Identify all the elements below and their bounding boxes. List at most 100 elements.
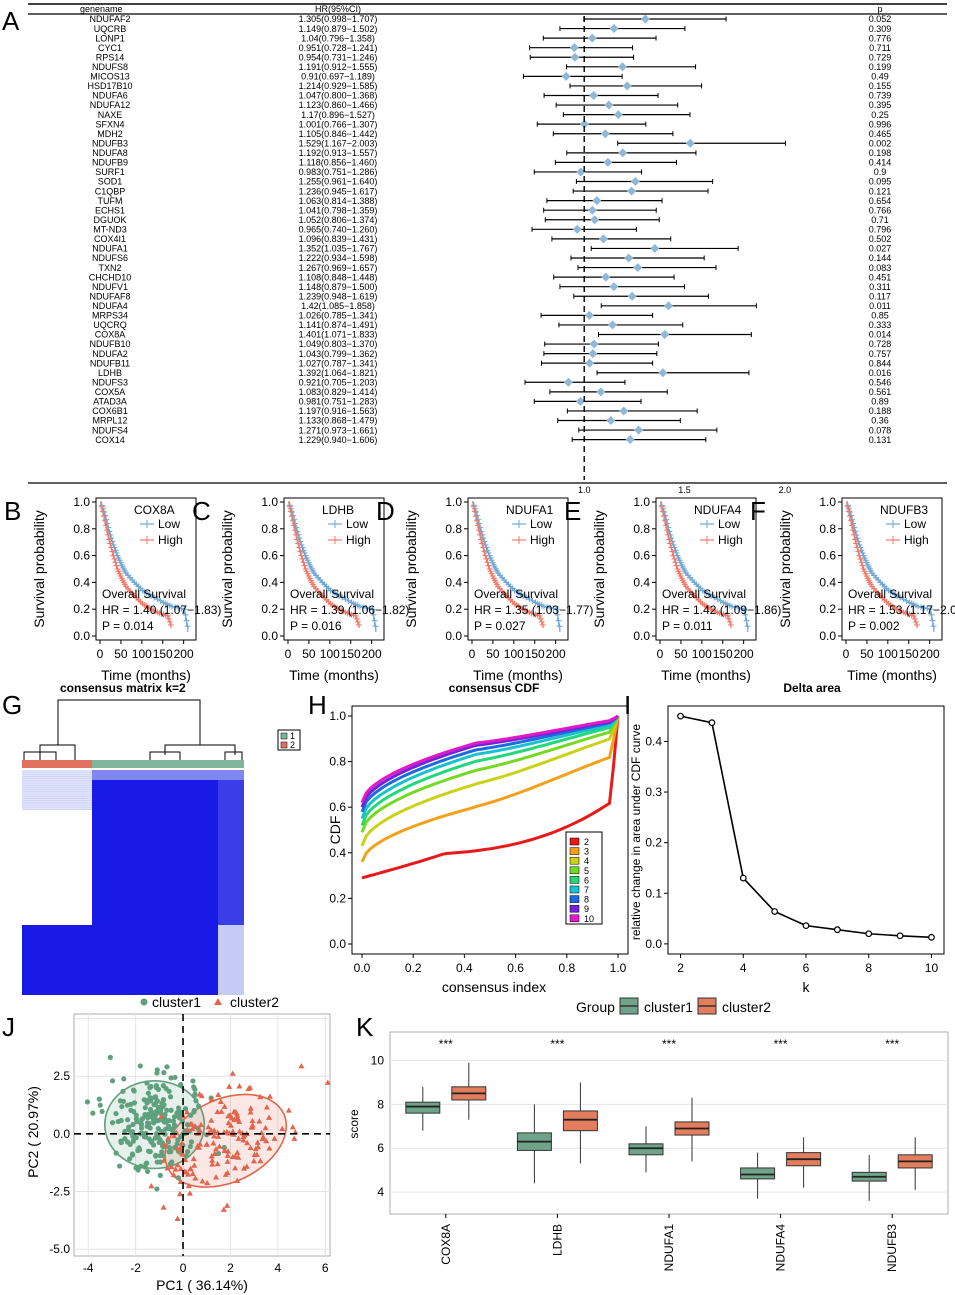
forest-hr-label: 1.063(0.814−1.388): [299, 196, 378, 206]
pca-point-cluster2: [227, 1122, 234, 1128]
delta-point: [739, 874, 747, 882]
survival-censor-high: [167, 621, 174, 628]
cdf-series-8: [360, 714, 619, 813]
pca-point-cluster1: [139, 1116, 145, 1123]
survival-censor-high: [912, 618, 919, 625]
forest-p-label: 0.796: [869, 225, 892, 235]
survival-censor-high: [850, 527, 857, 534]
pca-point-cluster1: [107, 1054, 113, 1060]
pca-point-cluster2: [208, 1127, 215, 1133]
forest-x-axis: 1.0 1.5 2.0: [578, 16, 791, 495]
pca-point-cluster2: [266, 1114, 273, 1120]
survival-censor-high: [290, 517, 297, 524]
survival-censor-low: [930, 623, 937, 630]
survival-hr-text: HR = 1.53 (1.17−2.00): [848, 603, 955, 617]
forest-hr-label: 1.229(0.940−1.606): [299, 435, 378, 445]
delta-y-tick-label: 0.1: [645, 886, 662, 900]
pca-point-cluster2: [187, 1165, 194, 1172]
survival-gene-title: COX8A: [134, 503, 175, 517]
pca-point-cluster2: [298, 1063, 305, 1069]
box-significance: ***: [885, 1037, 899, 1051]
pca-point-cluster2: [213, 1145, 220, 1152]
delta-x-tick-label: 4: [740, 961, 747, 975]
forest-p-label: 0.199: [869, 62, 892, 72]
panel-label-j: J: [2, 1012, 15, 1042]
survival-x-tick-label: 0: [843, 647, 850, 661]
forest-hr-label: 1.352(1.035−1.767): [299, 244, 378, 254]
pca-point-cluster2: [289, 1124, 296, 1130]
pca-point-cluster1: [131, 1088, 137, 1094]
legend-label-1: 1: [290, 731, 295, 741]
survival-censor-low: [663, 516, 670, 523]
survival-censor-low: [673, 549, 680, 556]
pca-point-cluster1: [153, 1153, 159, 1159]
forest-x-tick: 1.5: [678, 485, 691, 495]
survival-censor-high: [108, 544, 115, 551]
forest-p-label: 0.027: [869, 244, 892, 254]
cdf-legend-label: 2: [584, 837, 589, 847]
survival-x-label: Time (months): [847, 667, 937, 683]
survival-y-tick-label: 0.4: [633, 575, 650, 589]
forest-hr-point: [606, 416, 616, 426]
survival-censor-high: [844, 503, 851, 510]
pca-point-cluster2: [217, 1098, 224, 1104]
forest-hr-point: [685, 138, 695, 148]
forest-hr-label: 1.04(0.796−1.358): [301, 33, 375, 43]
survival-censor-high: [100, 513, 107, 520]
forest-gene-label: MT-ND3: [93, 225, 127, 235]
pca-point-cluster2: [233, 1116, 240, 1122]
pca-point-cluster1: [137, 1063, 143, 1069]
forest-p-label: 0.395: [869, 100, 892, 110]
forest-hr-label: 1.049(0.803−1.370): [299, 339, 378, 349]
forest-gene-label: TUFM: [98, 196, 123, 206]
forest-hr-label: 1.239(0.948−1.619): [299, 291, 378, 301]
forest-hr-point: [613, 110, 623, 120]
forest-hr-label: 1.305(0.998−1.707): [299, 14, 378, 24]
dendrogram: [23, 699, 243, 762]
forest-p-label: 0.016: [869, 368, 892, 378]
survival-censor-high: [478, 536, 485, 543]
pca-point-cluster2: [232, 1164, 239, 1171]
survival-censor-low: [547, 604, 554, 611]
cdf-legend-label: 8: [584, 895, 589, 905]
cdf-legend-label: 4: [584, 856, 589, 866]
delta-point: [865, 930, 873, 938]
forest-hr-point: [609, 24, 619, 34]
pca-point-cluster2: [174, 1161, 181, 1168]
forest-hr-point: [630, 177, 640, 187]
pca-point-cluster2: [240, 1165, 247, 1171]
forest-hr-point: [622, 81, 632, 91]
survival-censor-high: [301, 562, 308, 569]
forest-gene-label: MRPS34: [92, 311, 128, 321]
box-significance: ***: [550, 1037, 564, 1051]
pca-point-cluster2: [259, 1135, 266, 1142]
cdf-y-label: CDF: [327, 816, 343, 845]
survival-x-tick-label: 0: [657, 647, 664, 661]
pca-point-cluster1: [187, 1143, 193, 1150]
cdf-series-3: [360, 715, 620, 863]
delta-line: [680, 715, 932, 939]
survival-censor-high: [669, 548, 676, 555]
pca-point-cluster2: [224, 1202, 231, 1208]
pca-point-cluster1: [131, 1100, 138, 1106]
pca-point-cluster2: [176, 1190, 183, 1197]
cdf-legend-swatch: [569, 866, 580, 875]
forest-hr-point: [589, 339, 599, 349]
panel-label-g: G: [2, 690, 22, 720]
forest-hr-point: [650, 243, 660, 253]
pca-point-cluster1: [96, 1096, 102, 1102]
box-cluster1: [740, 1167, 776, 1180]
forest-hr-label: 1.148(0.879−1.500): [299, 282, 378, 292]
survival-censor-low: [181, 606, 188, 613]
survival-censor-low: [928, 611, 935, 618]
survival-censor-low: [300, 547, 307, 554]
pca-point-cluster2: [221, 1103, 228, 1109]
forest-hr-point: [576, 167, 586, 177]
survival-censor-low: [735, 604, 742, 611]
pca-point-cluster1: [185, 1149, 191, 1155]
pca-point-cluster1: [147, 1106, 154, 1113]
panel-label-e: E: [564, 496, 581, 526]
forest-gene-label: NDUFA8: [92, 148, 128, 158]
forest-p-label: 0.654: [869, 196, 892, 206]
survival-censor-low: [520, 592, 527, 599]
